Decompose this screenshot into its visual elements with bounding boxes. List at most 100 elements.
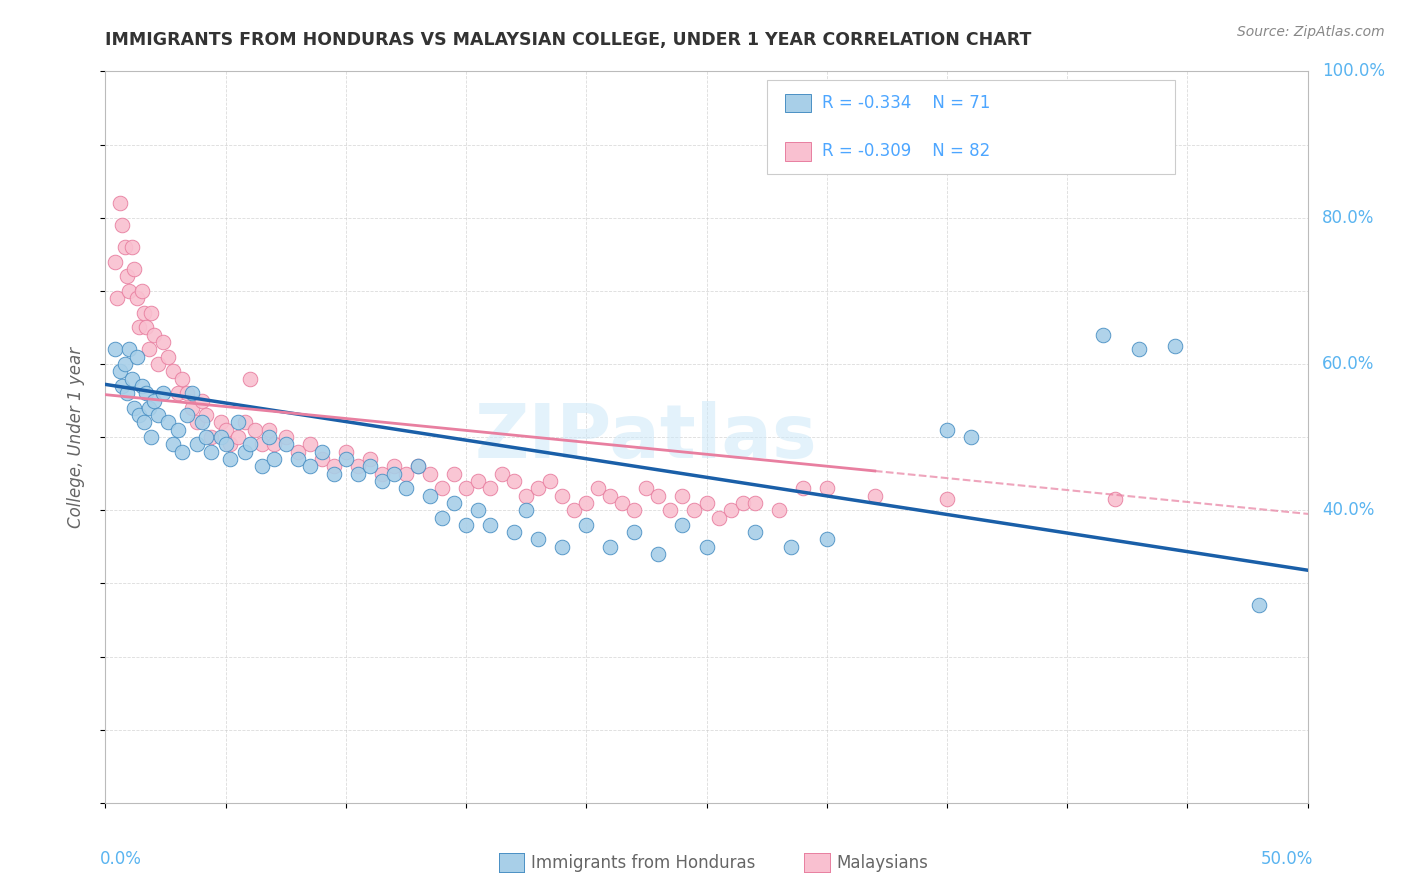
- Point: [214, 423, 236, 437]
- Point: [744, 525, 766, 540]
- Point: [443, 467, 465, 481]
- Point: [148, 357, 170, 371]
- Point: [263, 437, 285, 451]
- Point: [257, 423, 280, 437]
- Point: [166, 386, 188, 401]
- Point: [195, 408, 218, 422]
- Point: [527, 533, 550, 547]
- Point: [347, 467, 370, 481]
- Point: [815, 533, 838, 547]
- Point: [162, 437, 184, 451]
- Point: [515, 503, 537, 517]
- Point: [108, 196, 131, 211]
- Text: 40.0%: 40.0%: [1322, 501, 1375, 519]
- Point: [152, 386, 174, 401]
- Text: 100.0%: 100.0%: [1322, 62, 1385, 80]
- Point: [1249, 599, 1271, 613]
- Point: [176, 408, 198, 422]
- Point: [233, 416, 256, 430]
- Point: [172, 444, 194, 458]
- FancyBboxPatch shape: [766, 80, 1175, 174]
- Point: [454, 517, 477, 532]
- Point: [139, 430, 162, 444]
- Point: [671, 489, 693, 503]
- Point: [250, 437, 273, 451]
- Point: [562, 503, 585, 517]
- Point: [176, 386, 198, 401]
- Point: [551, 540, 574, 554]
- Point: [186, 437, 208, 451]
- Point: [936, 492, 959, 507]
- Point: [359, 459, 381, 474]
- Point: [371, 467, 394, 481]
- Point: [720, 503, 742, 517]
- Point: [430, 510, 453, 524]
- Text: Malaysians: Malaysians: [837, 854, 928, 871]
- Point: [322, 459, 344, 474]
- Point: [121, 371, 143, 385]
- Point: [599, 540, 621, 554]
- Point: [114, 357, 136, 371]
- Point: [479, 481, 502, 495]
- Point: [671, 517, 693, 532]
- Point: [132, 306, 155, 320]
- Point: [107, 291, 129, 305]
- Point: [599, 489, 621, 503]
- Point: [214, 437, 236, 451]
- Point: [118, 343, 141, 357]
- Point: [131, 379, 153, 393]
- Point: [647, 547, 669, 561]
- Point: [527, 481, 550, 495]
- Point: [479, 517, 502, 532]
- Point: [115, 269, 138, 284]
- Point: [131, 284, 153, 298]
- Point: [111, 218, 134, 232]
- Point: [815, 481, 838, 495]
- Text: 0.0%: 0.0%: [100, 850, 142, 868]
- Point: [659, 503, 682, 517]
- Point: [243, 423, 266, 437]
- Point: [792, 481, 814, 495]
- Point: [731, 496, 754, 510]
- Point: [135, 320, 157, 334]
- Point: [186, 416, 208, 430]
- Point: [575, 496, 598, 510]
- Point: [257, 430, 280, 444]
- Point: [190, 416, 212, 430]
- Bar: [785, 143, 811, 161]
- Point: [156, 416, 179, 430]
- Point: [1092, 327, 1115, 342]
- Point: [104, 343, 127, 357]
- Point: [125, 291, 148, 305]
- Point: [588, 481, 610, 495]
- Point: [233, 444, 256, 458]
- Point: [124, 261, 146, 276]
- Point: [104, 254, 127, 268]
- Point: [395, 481, 418, 495]
- Point: [623, 525, 645, 540]
- Point: [195, 430, 218, 444]
- Point: [419, 489, 441, 503]
- Point: [406, 459, 429, 474]
- Text: 50.0%: 50.0%: [1261, 850, 1313, 868]
- Point: [142, 327, 165, 342]
- Point: [111, 379, 134, 393]
- Point: [419, 467, 441, 481]
- Point: [322, 467, 344, 481]
- Point: [371, 474, 394, 488]
- Point: [121, 240, 143, 254]
- Y-axis label: College, Under 1 year: College, Under 1 year: [66, 346, 84, 528]
- Point: [114, 240, 136, 254]
- Point: [138, 401, 160, 415]
- Point: [744, 496, 766, 510]
- Text: IMMIGRANTS FROM HONDURAS VS MALAYSIAN COLLEGE, UNDER 1 YEAR CORRELATION CHART: IMMIGRANTS FROM HONDURAS VS MALAYSIAN CO…: [105, 31, 1032, 49]
- Point: [125, 350, 148, 364]
- Point: [936, 423, 959, 437]
- Text: 80.0%: 80.0%: [1322, 209, 1375, 227]
- Point: [274, 430, 297, 444]
- Point: [311, 452, 333, 467]
- Point: [683, 503, 706, 517]
- Point: [575, 517, 598, 532]
- Point: [124, 401, 146, 415]
- Point: [707, 510, 730, 524]
